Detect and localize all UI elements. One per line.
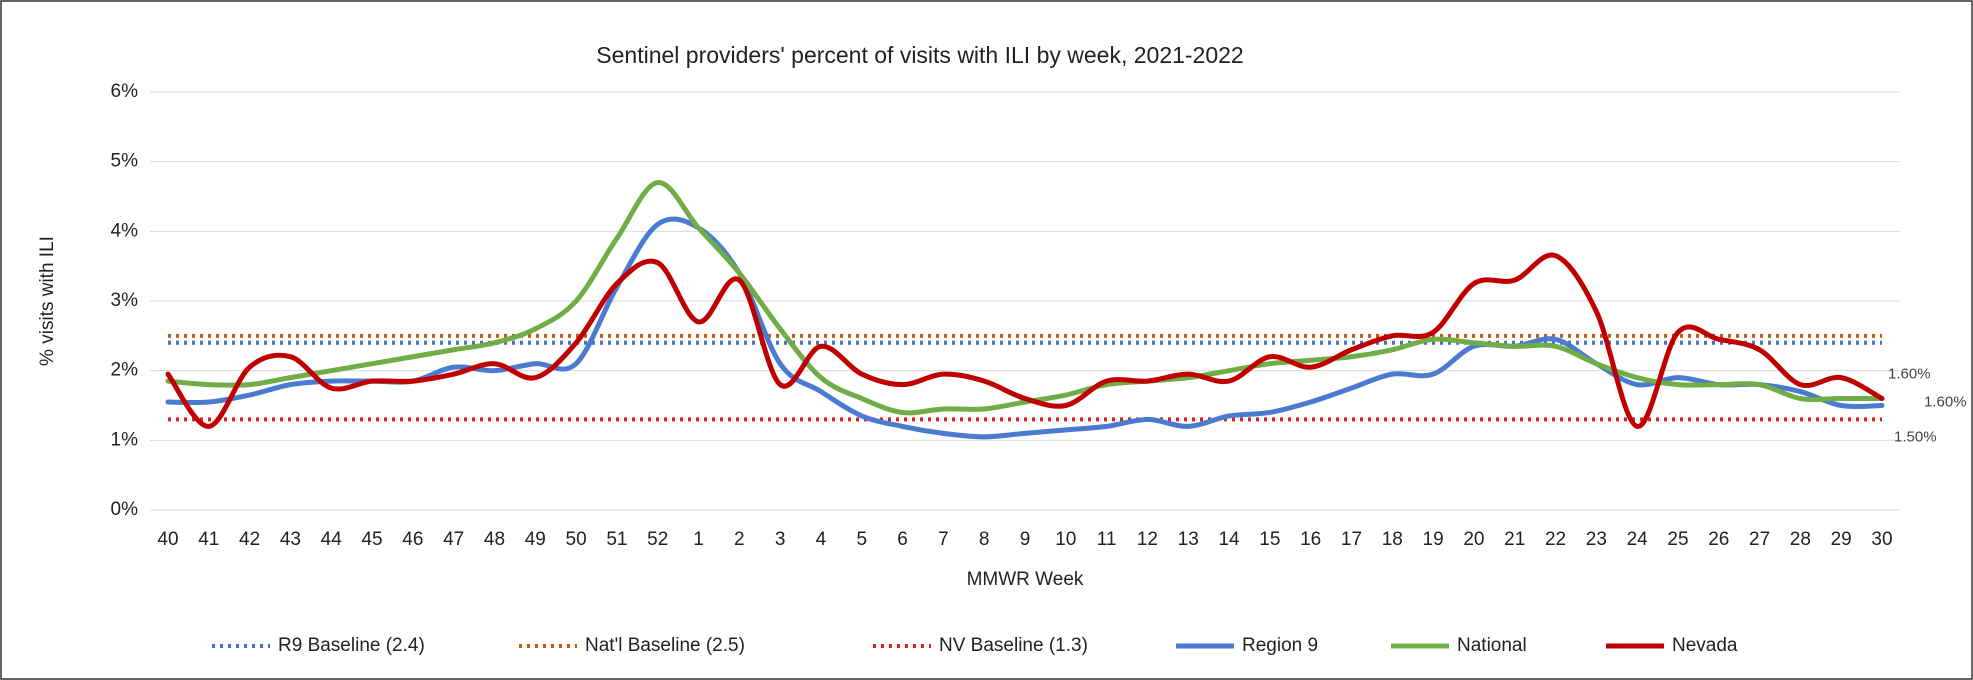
x-tick-label: 2 [734,529,745,550]
x-tick-label: 21 [1504,529,1525,550]
x-tick-label: 40 [157,529,178,550]
x-tick-label: 45 [361,529,382,550]
x-tick-label: 8 [979,529,990,550]
legend-label: Region 9 [1242,635,1318,656]
x-tick-label: 27 [1749,529,1770,550]
y-tick-label: 1% [111,429,139,450]
x-tick-label: 42 [239,529,260,550]
legend-label: National [1457,635,1527,656]
x-tick-label: 17 [1341,529,1362,550]
data-label: 1.60% [1924,394,1967,411]
x-tick-label: 50 [566,529,587,550]
series-line [165,180,1885,416]
x-tick-label: 26 [1708,529,1729,550]
x-tick-label: 46 [402,529,423,550]
legend-label: R9 Baseline (2.4) [278,635,425,656]
x-tick-label: 49 [525,529,546,550]
data-label: 1.60% [1888,366,1931,383]
x-tick-label: 19 [1423,529,1444,550]
x-tick-label: 5 [856,529,867,550]
y-tick-label: 3% [111,290,139,311]
x-tick-label: 10 [1055,529,1076,550]
y-tick-label: 0% [111,499,139,520]
x-tick-label: 41 [198,529,219,550]
x-tick-label: 15 [1259,529,1280,550]
x-tick-label: 23 [1586,529,1607,550]
x-tick-label: 24 [1627,529,1649,550]
y-tick-label: 6% [111,81,139,102]
x-tick-label: 1 [693,529,704,550]
x-tick-label: 9 [1020,529,1031,550]
x-tick-label: 51 [606,529,627,550]
x-tick-label: 13 [1178,529,1199,550]
x-tick-label: 28 [1790,529,1811,550]
legend-label: Nevada [1672,635,1738,656]
x-tick-label: 12 [1137,529,1158,550]
x-tick-label: 48 [484,529,505,550]
x-tick-label: 43 [280,529,301,550]
x-tick-label: 4 [816,529,827,550]
x-tick-label: 30 [1871,529,1892,550]
y-tick-label: 2% [111,360,139,381]
y-axis-title: % visits with ILI [37,236,58,366]
x-tick-label: 11 [1097,529,1117,550]
x-tick-label: 6 [897,529,908,550]
y-tick-label: 4% [111,220,139,241]
x-tick-label: 47 [443,529,464,550]
y-tick-label: 5% [111,151,139,172]
x-tick-label: 3 [775,529,786,550]
x-axis-title: MMWR Week [967,569,1084,590]
x-tick-label: 7 [938,529,949,550]
x-tick-label: 52 [647,529,668,550]
x-tick-label: 44 [321,529,343,550]
x-tick-label: 20 [1463,529,1484,550]
x-tick-label: 29 [1831,529,1852,550]
chart-title: Sentinel providers' percent of visits wi… [596,42,1243,68]
x-tick-label: 14 [1218,529,1240,550]
x-tick-label: 22 [1545,529,1566,550]
x-tick-label: 25 [1667,529,1688,550]
series-line [165,252,1885,429]
x-tick-label: 16 [1300,529,1321,550]
legend-label: NV Baseline (1.3) [939,635,1088,656]
data-label: 1.50% [1894,428,1937,445]
x-tick-label: 18 [1382,529,1403,550]
legend-label: Nat'l Baseline (2.5) [585,635,745,656]
